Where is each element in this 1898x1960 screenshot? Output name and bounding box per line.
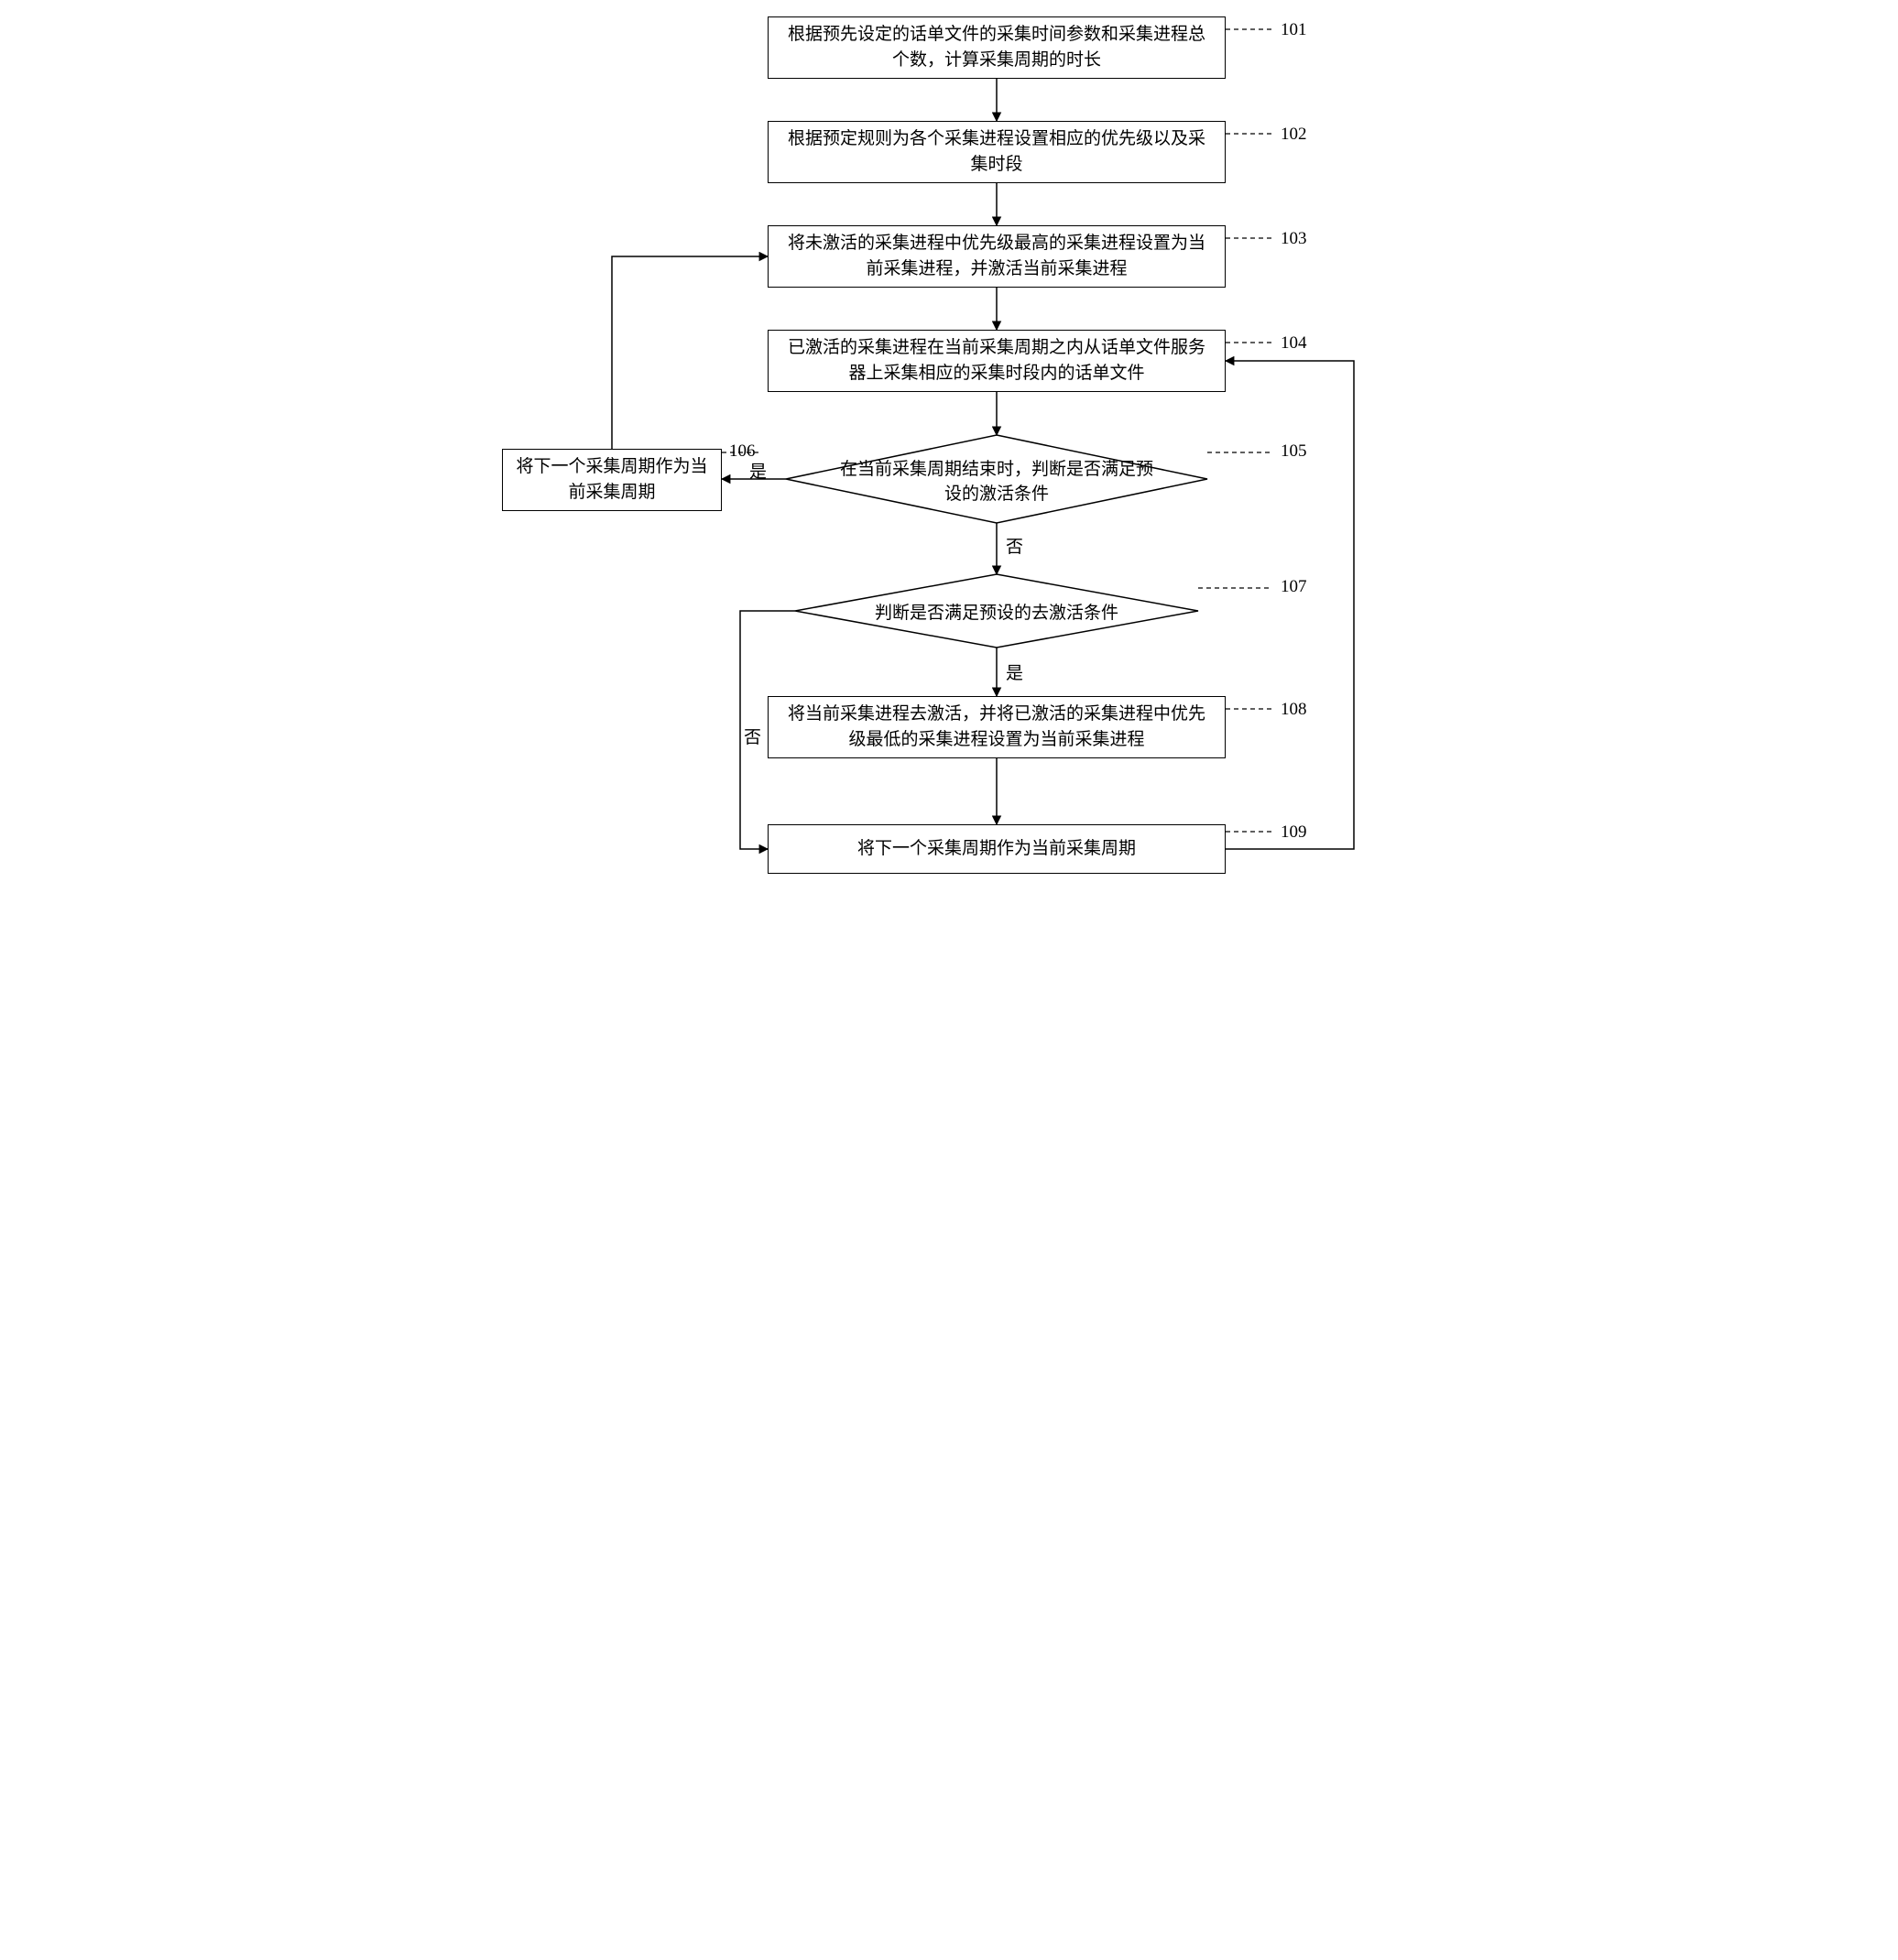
tag-104: 104 bbox=[1281, 333, 1307, 354]
step-106: 将下一个采集周期作为当前采集周期 bbox=[502, 449, 722, 511]
step-109-text: 将下一个采集周期作为当前采集周期 bbox=[857, 836, 1136, 862]
step-108: 将当前采集进程去激活，并将已激活的采集进程中优先级最低的采集进程设置为当前采集进… bbox=[768, 696, 1226, 758]
label-no-107: 否 bbox=[744, 724, 761, 748]
step-101-text: 根据预先设定的话单文件的采集时间参数和采集进程总个数，计算采集周期的时长 bbox=[781, 22, 1212, 72]
tag-106: 106 bbox=[729, 441, 756, 462]
decision-105-text: 在当前采集周期结束时，判断是否满足预设的激活条件 bbox=[832, 455, 1162, 505]
step-108-text: 将当前采集进程去激活，并将已激活的采集进程中优先级最低的采集进程设置为当前采集进… bbox=[781, 702, 1212, 752]
step-102-text: 根据预定规则为各个采集进程设置相应的优先级以及采集时段 bbox=[781, 126, 1212, 177]
step-104-text: 已激活的采集进程在当前采集周期之内从话单文件服务器上采集相应的采集时段内的话单文… bbox=[781, 335, 1212, 386]
decision-107-text: 判断是否满足预设的去激活条件 bbox=[841, 599, 1152, 624]
tag-103: 103 bbox=[1281, 229, 1307, 249]
step-101: 根据预先设定的话单文件的采集时间参数和采集进程总个数，计算采集周期的时长 bbox=[768, 16, 1226, 79]
label-yes-107: 是 bbox=[1006, 659, 1023, 684]
step-104: 已激活的采集进程在当前采集周期之内从话单文件服务器上采集相应的采集时段内的话单文… bbox=[768, 330, 1226, 392]
flowchart-canvas: 根据预先设定的话单文件的采集时间参数和采集进程总个数，计算采集周期的时长 根据预… bbox=[474, 0, 1424, 980]
tag-109: 109 bbox=[1281, 822, 1307, 843]
step-109: 将下一个采集周期作为当前采集周期 bbox=[768, 824, 1226, 874]
label-no-105: 否 bbox=[1006, 533, 1023, 558]
tag-102: 102 bbox=[1281, 125, 1307, 145]
step-103-text: 将未激活的采集进程中优先级最高的采集进程设置为当前采集进程，并激活当前采集进程 bbox=[781, 231, 1212, 281]
tag-108: 108 bbox=[1281, 700, 1307, 720]
tag-101: 101 bbox=[1281, 20, 1307, 40]
step-103: 将未激活的采集进程中优先级最高的采集进程设置为当前采集进程，并激活当前采集进程 bbox=[768, 225, 1226, 288]
tag-105: 105 bbox=[1281, 441, 1307, 462]
step-106-text: 将下一个采集周期作为当前采集周期 bbox=[516, 454, 708, 505]
label-yes-105: 是 bbox=[749, 458, 767, 483]
step-102: 根据预定规则为各个采集进程设置相应的优先级以及采集时段 bbox=[768, 121, 1226, 183]
tag-107: 107 bbox=[1281, 577, 1307, 597]
